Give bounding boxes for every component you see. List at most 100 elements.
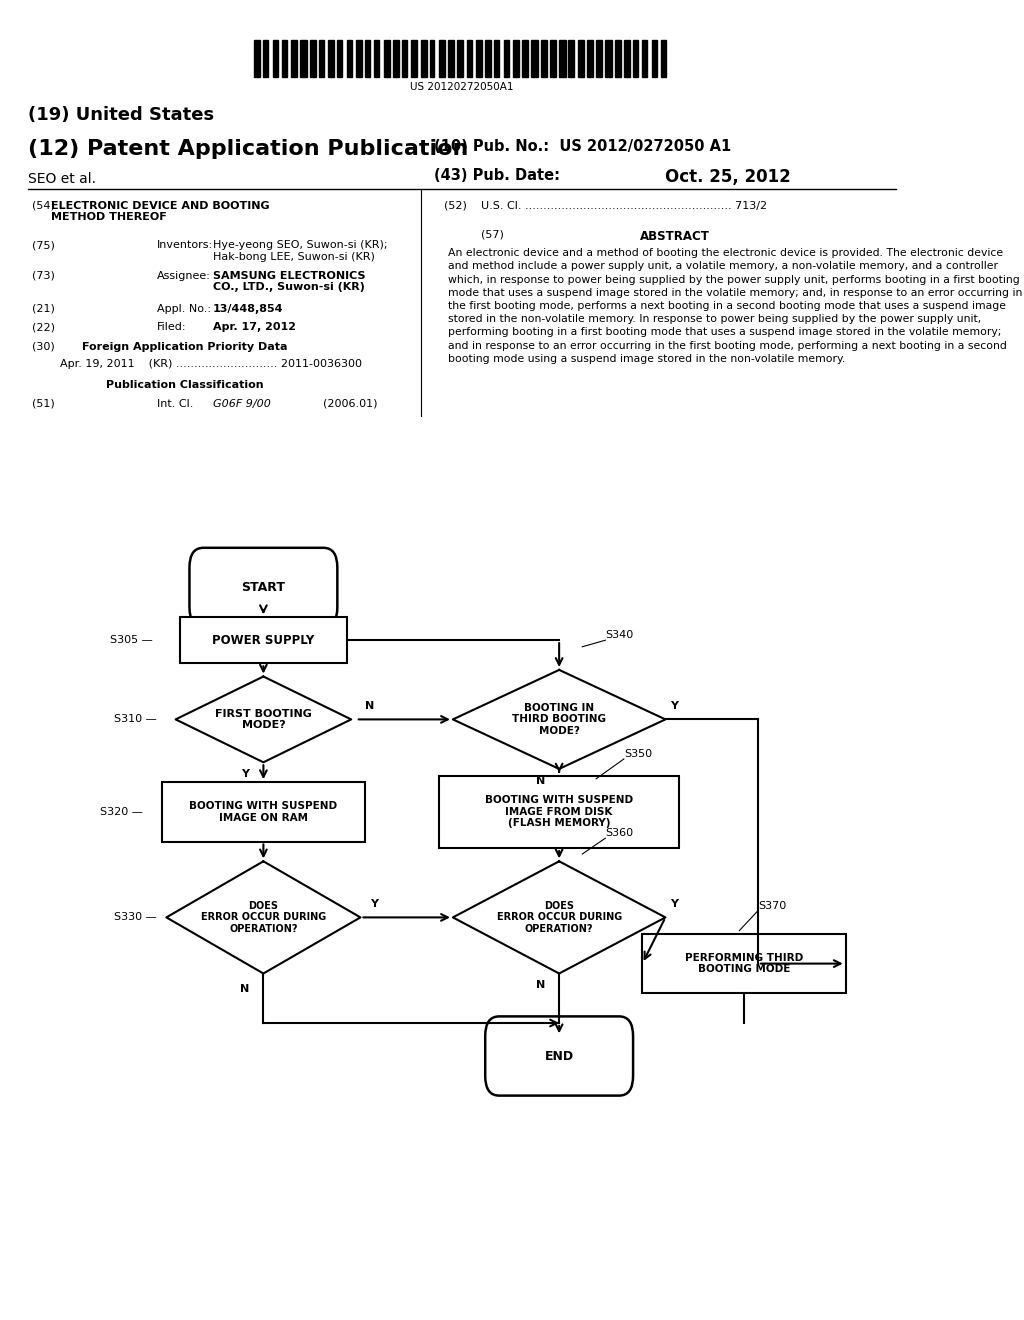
Text: N: N <box>241 985 250 994</box>
Text: Assignee:: Assignee: <box>157 271 211 281</box>
Bar <box>504 40 509 77</box>
Text: S330 —: S330 — <box>115 912 157 923</box>
Polygon shape <box>175 676 351 763</box>
Bar <box>559 40 565 77</box>
Text: Apr. 17, 2012: Apr. 17, 2012 <box>213 322 296 333</box>
Text: Y: Y <box>370 899 378 909</box>
Text: (10) Pub. No.:  US 2012/0272050 A1: (10) Pub. No.: US 2012/0272050 A1 <box>434 139 731 153</box>
Bar <box>578 40 584 77</box>
FancyBboxPatch shape <box>189 548 337 627</box>
Text: END: END <box>545 1049 573 1063</box>
Text: Filed:: Filed: <box>157 322 186 333</box>
Text: START: START <box>242 581 286 594</box>
FancyBboxPatch shape <box>485 1016 633 1096</box>
Bar <box>458 40 463 77</box>
Bar <box>568 40 573 77</box>
Text: S310 —: S310 — <box>115 714 157 725</box>
Text: (75): (75) <box>33 240 55 251</box>
Text: 13/448,854: 13/448,854 <box>213 304 283 314</box>
Bar <box>384 40 390 77</box>
Text: Int. Cl.: Int. Cl. <box>157 399 194 409</box>
Bar <box>596 40 602 77</box>
Bar <box>375 40 379 77</box>
Text: (30): (30) <box>33 342 55 352</box>
Polygon shape <box>166 862 360 974</box>
Text: Foreign Application Priority Data: Foreign Application Priority Data <box>82 342 288 352</box>
Bar <box>476 40 482 77</box>
Bar <box>660 40 666 77</box>
Bar <box>605 40 611 77</box>
Text: Hye-yeong SEO, Suwon-si (KR);
Hak-bong LEE, Suwon-si (KR): Hye-yeong SEO, Suwon-si (KR); Hak-bong L… <box>213 240 387 261</box>
Bar <box>254 40 260 77</box>
Bar <box>439 40 445 77</box>
Text: G06F 9/00: G06F 9/00 <box>213 399 270 409</box>
Text: S370: S370 <box>758 900 786 911</box>
FancyBboxPatch shape <box>439 776 679 849</box>
Bar <box>337 40 342 77</box>
Bar <box>328 40 334 77</box>
Text: Publication Classification: Publication Classification <box>106 380 263 391</box>
Text: Y: Y <box>670 701 678 711</box>
Text: N: N <box>536 979 546 990</box>
Bar <box>318 40 324 77</box>
Text: (73): (73) <box>33 271 55 281</box>
Text: BOOTING WITH SUSPEND
IMAGE FROM DISK
(FLASH MEMORY): BOOTING WITH SUSPEND IMAGE FROM DISK (FL… <box>485 795 633 829</box>
Text: S320 —: S320 — <box>100 807 143 817</box>
Text: (51): (51) <box>33 399 55 409</box>
Bar <box>642 40 647 77</box>
FancyBboxPatch shape <box>180 618 346 663</box>
Text: An electronic device and a method of booting the electronic device is provided. : An electronic device and a method of boo… <box>449 248 1023 364</box>
Bar <box>614 40 621 77</box>
Bar <box>449 40 455 77</box>
Text: POWER SUPPLY: POWER SUPPLY <box>212 634 314 647</box>
Bar <box>485 40 490 77</box>
Text: FIRST BOOTING
MODE?: FIRST BOOTING MODE? <box>215 709 312 730</box>
Text: (54): (54) <box>33 201 55 211</box>
Text: S350: S350 <box>624 748 652 759</box>
FancyBboxPatch shape <box>162 781 366 842</box>
Bar <box>522 40 528 77</box>
Bar <box>300 40 306 77</box>
Bar <box>531 40 538 77</box>
Bar <box>467 40 472 77</box>
Bar <box>651 40 656 77</box>
Text: S340: S340 <box>605 630 634 640</box>
Bar <box>346 40 351 77</box>
Bar <box>291 40 297 77</box>
Text: S305 —: S305 — <box>110 635 153 645</box>
Bar <box>624 40 630 77</box>
Bar <box>495 40 500 77</box>
Bar <box>366 40 370 77</box>
Bar <box>541 40 547 77</box>
Bar <box>309 40 316 77</box>
Bar <box>550 40 556 77</box>
Text: (21): (21) <box>33 304 55 314</box>
Text: Inventors:: Inventors: <box>157 240 213 251</box>
Text: SAMSUNG ELECTRONICS
CO., LTD., Suwon-si (KR): SAMSUNG ELECTRONICS CO., LTD., Suwon-si … <box>213 271 366 292</box>
Polygon shape <box>453 671 666 768</box>
Text: Y: Y <box>670 899 678 909</box>
Text: (57): (57) <box>480 230 504 240</box>
Text: (22): (22) <box>33 322 55 333</box>
Bar <box>587 40 593 77</box>
Bar <box>402 40 408 77</box>
Text: N: N <box>366 701 375 711</box>
Text: (19) United States: (19) United States <box>28 106 214 124</box>
Bar <box>633 40 638 77</box>
FancyBboxPatch shape <box>642 935 846 993</box>
Bar <box>513 40 519 77</box>
Text: Appl. No.:: Appl. No.: <box>157 304 211 314</box>
Text: U.S. Cl. ......................................................... 713/2: U.S. Cl. ...............................… <box>480 201 767 211</box>
Text: BOOTING IN
THIRD BOOTING
MODE?: BOOTING IN THIRD BOOTING MODE? <box>512 702 606 737</box>
Text: PERFORMING THIRD
BOOTING MODE: PERFORMING THIRD BOOTING MODE <box>685 953 803 974</box>
Bar <box>272 40 278 77</box>
Bar <box>393 40 398 77</box>
Bar <box>412 40 417 77</box>
Text: N: N <box>536 776 546 785</box>
Text: DOES
ERROR OCCUR DURING
OPERATION?: DOES ERROR OCCUR DURING OPERATION? <box>201 900 326 935</box>
Text: BOOTING WITH SUSPEND
IMAGE ON RAM: BOOTING WITH SUSPEND IMAGE ON RAM <box>189 801 338 822</box>
Text: Y: Y <box>241 768 249 779</box>
Text: Apr. 19, 2011    (KR) ............................ 2011-0036300: Apr. 19, 2011 (KR) .....................… <box>60 359 362 370</box>
Bar <box>355 40 361 77</box>
Text: (43) Pub. Date:: (43) Pub. Date: <box>434 168 560 182</box>
